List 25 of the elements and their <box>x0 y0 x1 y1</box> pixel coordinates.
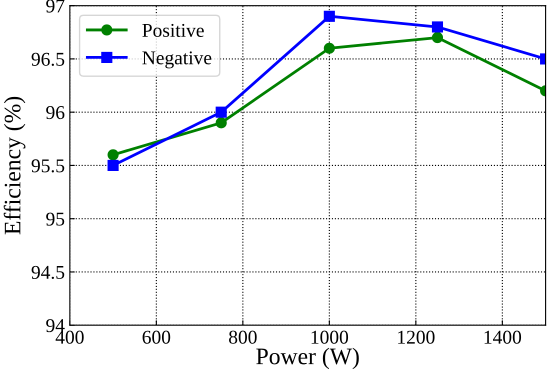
y-tick-label: 97 <box>46 0 64 13</box>
point <box>432 32 444 44</box>
legend-label: Positive <box>142 24 204 37</box>
point <box>324 42 335 54</box>
y-tick-label: 95.5 <box>32 159 64 172</box>
point <box>324 10 335 22</box>
x-tick-label: 1000 <box>312 330 348 344</box>
point <box>108 149 119 160</box>
y-tick-label: 96.5 <box>32 52 64 66</box>
point <box>432 21 444 33</box>
x-tick-label: 1200 <box>398 330 435 344</box>
y-axis-title: Efficiency (%) <box>4 96 26 234</box>
x-tick-label: 600 <box>142 330 170 344</box>
x-tick-label: 800 <box>229 330 257 344</box>
y-tick-label: 95 <box>46 212 64 226</box>
x-tick-label: 1400 <box>484 330 522 344</box>
legend-label: Negative <box>142 51 212 68</box>
point <box>216 117 227 128</box>
x-axis-title: Power (W) <box>256 348 359 370</box>
x-tick-label: 400 <box>56 330 84 344</box>
y-tick-label: 94.5 <box>32 266 64 279</box>
point <box>216 106 227 118</box>
y-tick-label: 94 <box>46 319 65 332</box>
y-tick-label: 96 <box>46 106 64 120</box>
point <box>108 160 119 171</box>
